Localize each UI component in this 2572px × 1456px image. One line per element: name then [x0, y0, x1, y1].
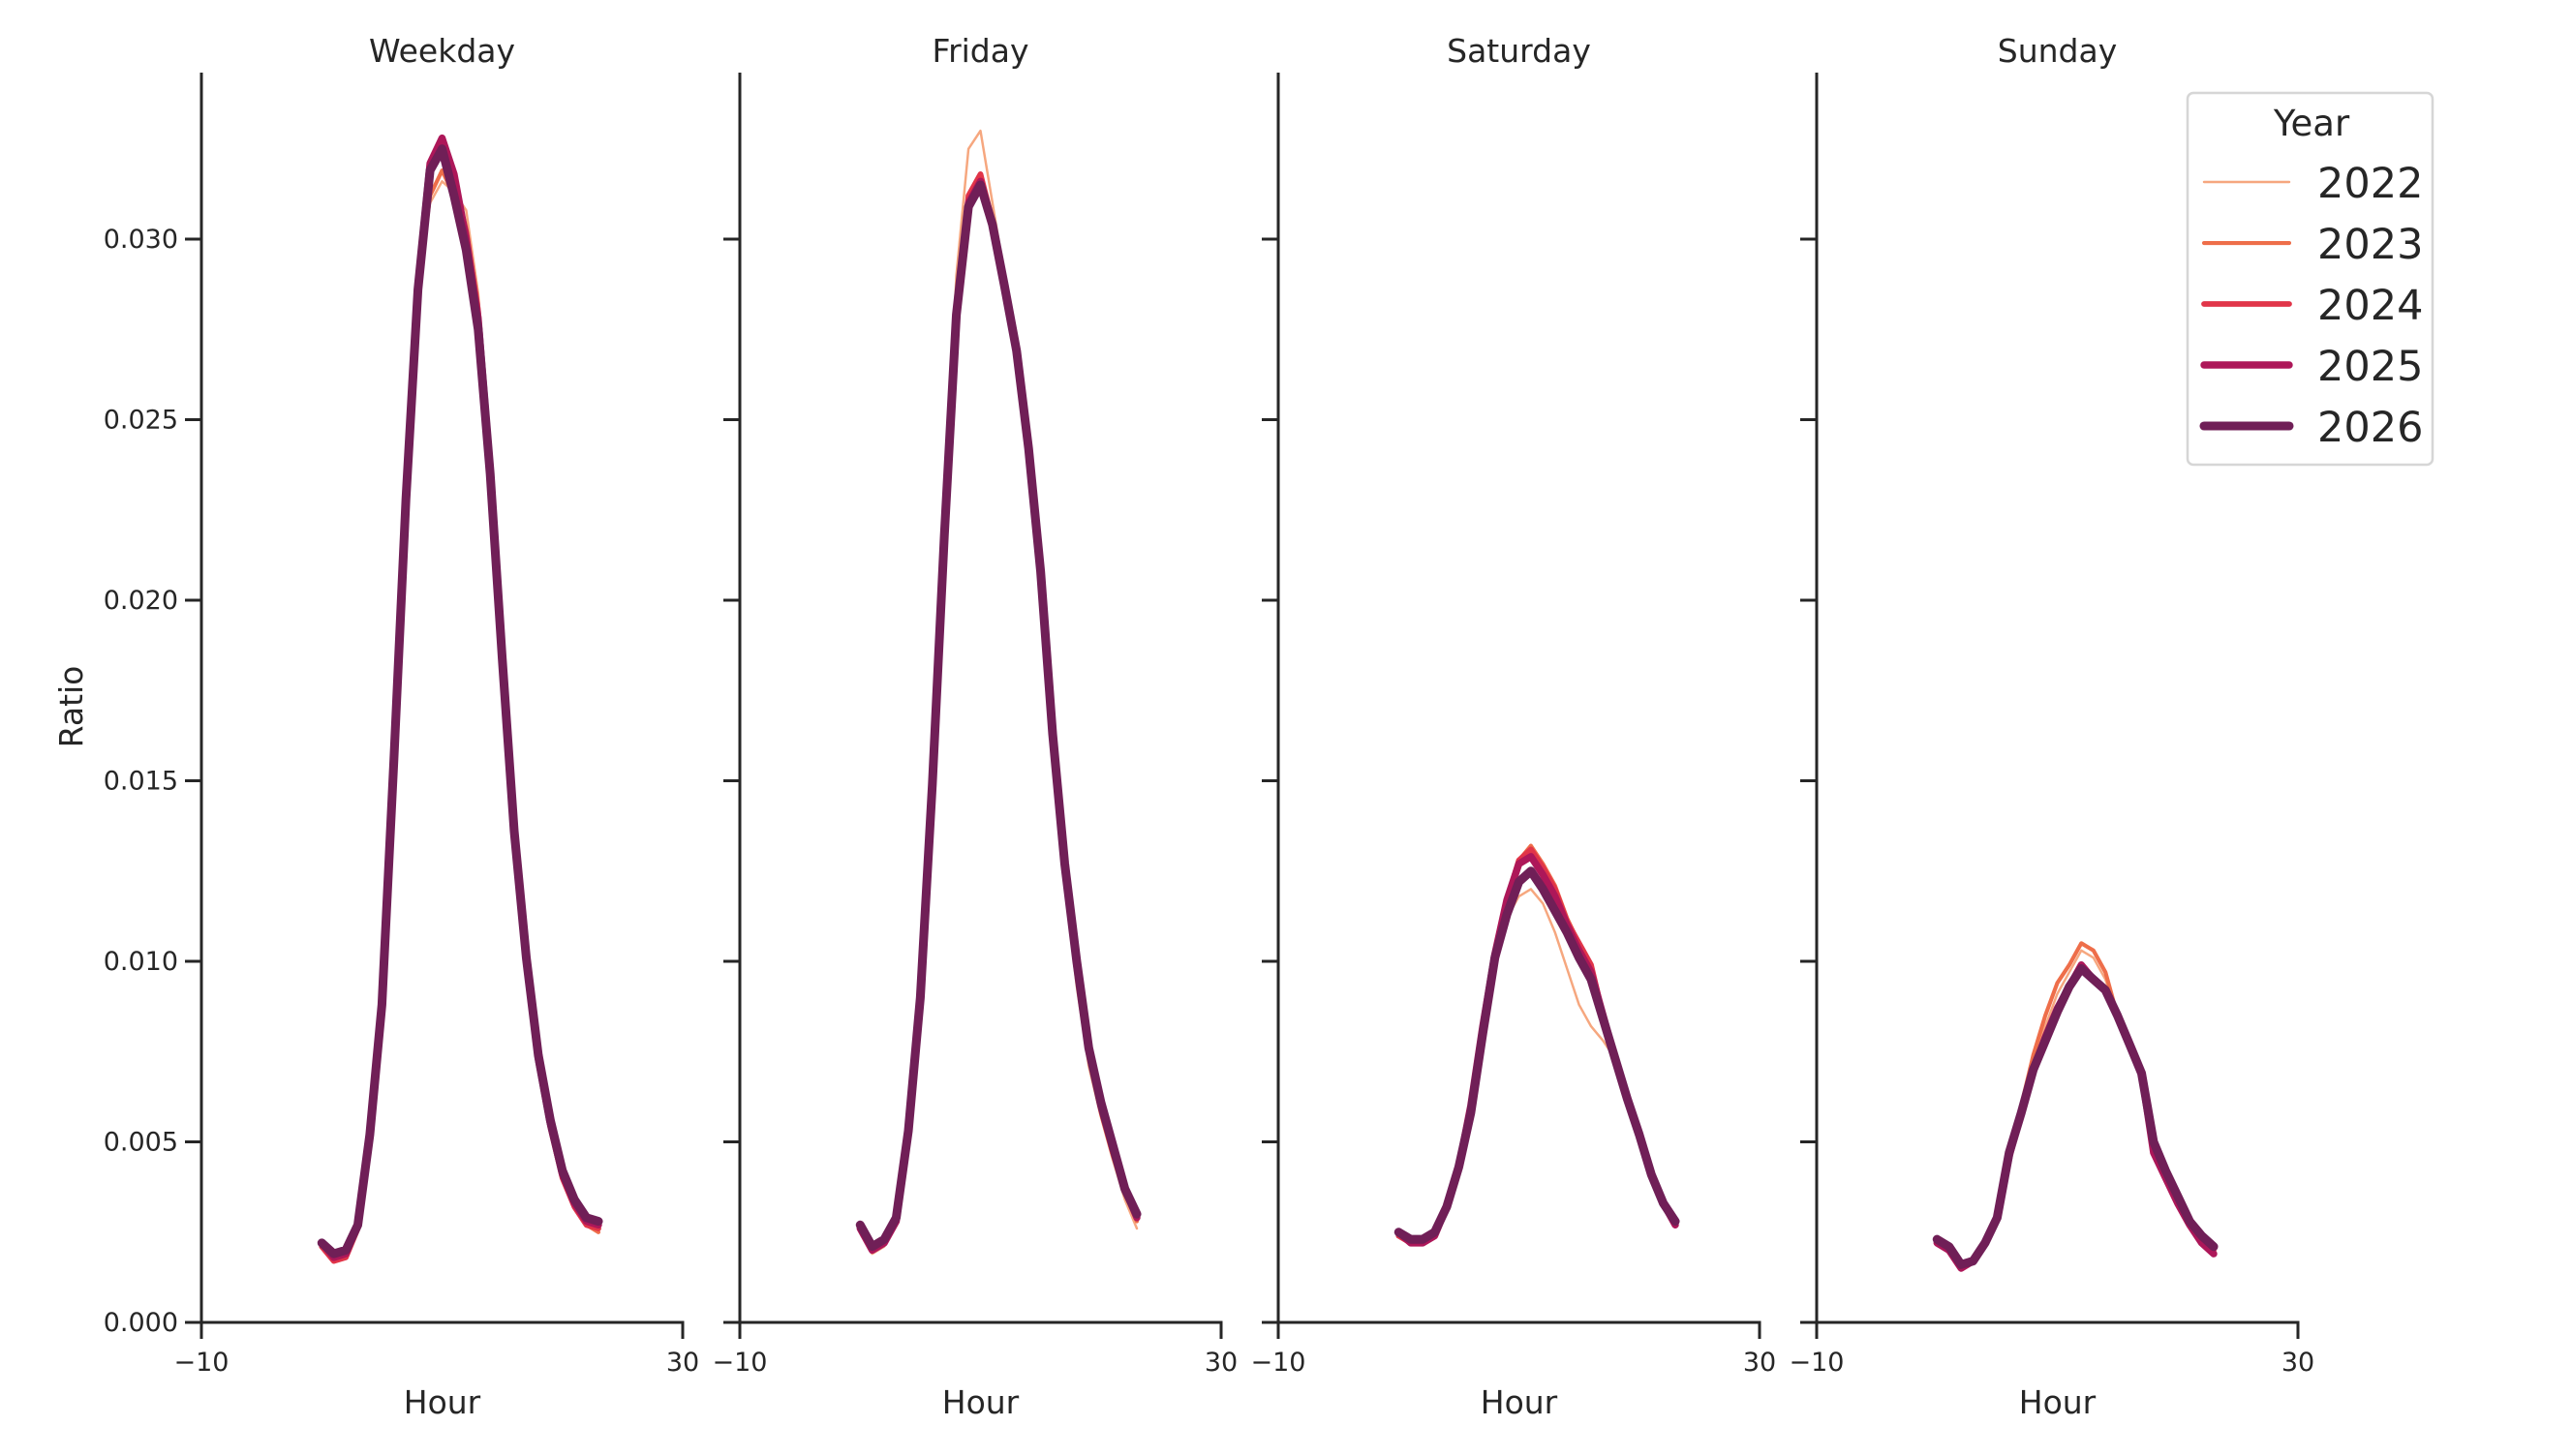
series-line-2026 — [1393, 866, 1680, 1244]
x-tick-label: −10 — [174, 1348, 230, 1378]
panels-group: Weekday 0.000 0.005 0.010 0.015 0.020 0.025 0.0… — [104, 32, 2314, 1421]
legend-entries: 2022 2023 2024 2025 2026 — [2199, 160, 2423, 452]
y-tick-label: 0.005 — [104, 1128, 178, 1158]
x-tick-label: 30 — [666, 1348, 699, 1378]
series-line-2024 — [1395, 846, 1678, 1246]
series-line-2023 — [1935, 941, 2217, 1267]
series-line-2026 — [317, 144, 603, 1259]
legend-label: 2022 — [2317, 160, 2423, 208]
y-tick-label: 0.000 — [104, 1308, 178, 1338]
legend-title: Year — [2273, 103, 2350, 144]
panel-saturday: Saturday −10 30 Hour — [1251, 32, 1777, 1421]
y-tick-label: 0.030 — [104, 225, 178, 255]
panel-title-friday: Friday — [932, 32, 1028, 70]
series-line-2022 — [1397, 888, 1677, 1241]
series-line-2025 — [1394, 853, 1679, 1247]
series-line-2024 — [319, 138, 601, 1264]
x-tick-label: 30 — [1743, 1348, 1776, 1378]
y-tick-label: 0.015 — [104, 767, 178, 797]
series-line-2025 — [318, 134, 602, 1261]
series-line-2022 — [321, 180, 600, 1259]
x-axis-label: Hour — [404, 1383, 481, 1421]
y-tick-label: 0.020 — [104, 586, 178, 616]
legend-entry-2023: 2023 — [2201, 221, 2423, 269]
legend-entry-2025: 2025 — [2200, 343, 2423, 391]
x-axis-label: Hour — [942, 1383, 1020, 1421]
x-tick-label: 30 — [1205, 1348, 1238, 1378]
x-axis-label: Hour — [2019, 1383, 2097, 1421]
panel-weekday: Weekday 0.000 0.005 0.010 0.015 0.020 0.025 0.0… — [104, 32, 699, 1421]
x-tick-label: −10 — [713, 1348, 768, 1378]
series-line-2025 — [1933, 960, 2218, 1272]
y-axis-label: Ratio — [52, 666, 90, 748]
series-line-2024 — [1934, 961, 2217, 1271]
legend: Year 2022 2023 2024 2025 2026 — [2186, 91, 2434, 467]
panel-title-saturday: Saturday — [1447, 32, 1591, 70]
series-line-2026 — [1932, 963, 2219, 1269]
legend-frame — [2186, 91, 2434, 467]
legend-label: 2024 — [2317, 282, 2423, 330]
x-tick-label: 30 — [2281, 1348, 2314, 1378]
series-line-2026 — [855, 180, 1142, 1252]
panel-friday: Friday −10 30 Hour — [713, 32, 1239, 1421]
panel-title-weekday: Weekday — [369, 32, 515, 70]
legend-entry-2022: 2022 — [2202, 160, 2423, 208]
legend-label: 2026 — [2317, 404, 2423, 452]
y-tick-label: 0.025 — [104, 406, 178, 436]
series-line-2022 — [1936, 949, 2216, 1266]
panel-sunday: Sunday −10 30 Hour — [1790, 32, 2315, 1421]
legend-label: 2025 — [2317, 343, 2423, 391]
series-line-2023 — [320, 168, 601, 1259]
x-tick-label: −10 — [1251, 1348, 1306, 1378]
x-tick-label: −10 — [1790, 1348, 1845, 1378]
legend-label: 2023 — [2317, 221, 2423, 269]
legend-entry-2026: 2026 — [2199, 404, 2423, 452]
y-tick-label: 0.010 — [104, 947, 178, 977]
panel-title-sunday: Sunday — [1998, 32, 2117, 70]
series-line-2023 — [1396, 843, 1678, 1245]
legend-entry-2024: 2024 — [2201, 282, 2423, 330]
x-axis-label: Hour — [1481, 1383, 1558, 1421]
